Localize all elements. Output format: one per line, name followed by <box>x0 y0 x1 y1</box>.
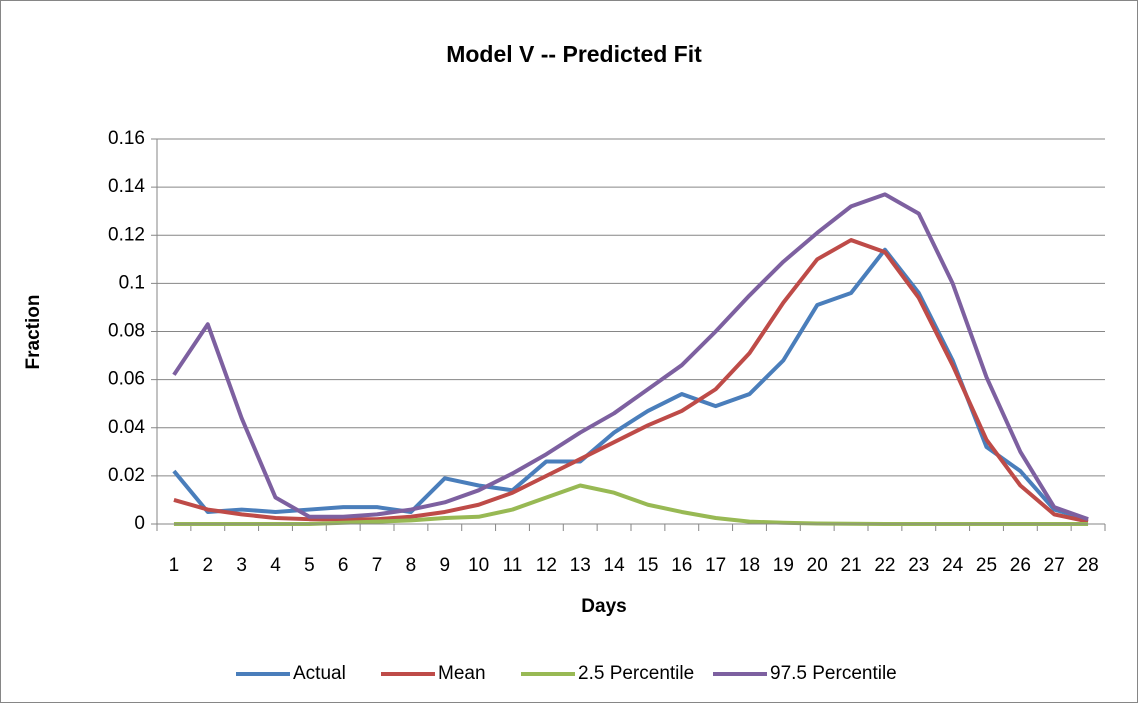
x-tick-label: 4 <box>270 555 281 576</box>
x-tick-label: 10 <box>468 555 489 576</box>
legend-label: Mean <box>438 663 486 684</box>
x-tick-label: 9 <box>439 555 450 576</box>
x-tick-label: 21 <box>841 555 862 576</box>
legend-label: 97.5 Percentile <box>770 663 897 684</box>
x-tick-label: 28 <box>1078 555 1099 576</box>
x-tick-label: 17 <box>705 555 726 576</box>
x-tick-label: 23 <box>908 555 929 576</box>
x-tick-label: 1 <box>169 555 180 576</box>
x-tick-label: 18 <box>739 555 760 576</box>
x-tick-label: 7 <box>372 555 383 576</box>
x-tick-label: 14 <box>604 555 626 576</box>
y-tick-label: 0.06 <box>108 369 145 390</box>
x-tick-label: 3 <box>236 555 247 576</box>
x-tick-label: 6 <box>338 555 349 576</box>
x-tick-label: 26 <box>1010 555 1031 576</box>
y-tick-label: 0.14 <box>108 176 145 197</box>
series-line <box>172 192 1089 522</box>
x-tick-label: 11 <box>503 555 523 576</box>
y-tick-label: 0.04 <box>108 417 145 438</box>
series-line <box>173 238 1089 524</box>
y-tick-label: 0.02 <box>108 465 145 486</box>
legend-label: Actual <box>293 663 346 684</box>
x-axis-label: Days <box>581 596 626 617</box>
x-tick-label: 16 <box>671 555 692 576</box>
x-tick-label: 19 <box>773 555 794 576</box>
x-tick-label: 24 <box>942 555 964 576</box>
x-tick-label: 27 <box>1044 555 1065 576</box>
x-tick-label: 5 <box>304 555 315 576</box>
x-tick-label: 15 <box>637 555 658 576</box>
chart-title: Model V -- Predicted Fit <box>446 41 702 67</box>
y-tick-label: 0 <box>134 513 145 534</box>
y-tick-label: 0.08 <box>108 321 145 342</box>
x-tick-label: 2 <box>202 555 213 576</box>
y-axis-label: Fraction <box>23 295 44 370</box>
x-tick-label: 25 <box>976 555 997 576</box>
x-tick-label: 12 <box>536 555 557 576</box>
x-tick-label: 13 <box>570 555 591 576</box>
y-tick-label: 0.1 <box>119 272 145 293</box>
series-line <box>172 247 1089 522</box>
x-tick-label: 20 <box>807 555 828 576</box>
y-tick-label: 0.16 <box>108 128 145 149</box>
x-tick-label: 8 <box>406 555 417 576</box>
y-tick-label: 0.12 <box>108 224 145 245</box>
x-tick-label: 22 <box>874 555 895 576</box>
legend-label: 2.5 Percentile <box>578 663 694 684</box>
